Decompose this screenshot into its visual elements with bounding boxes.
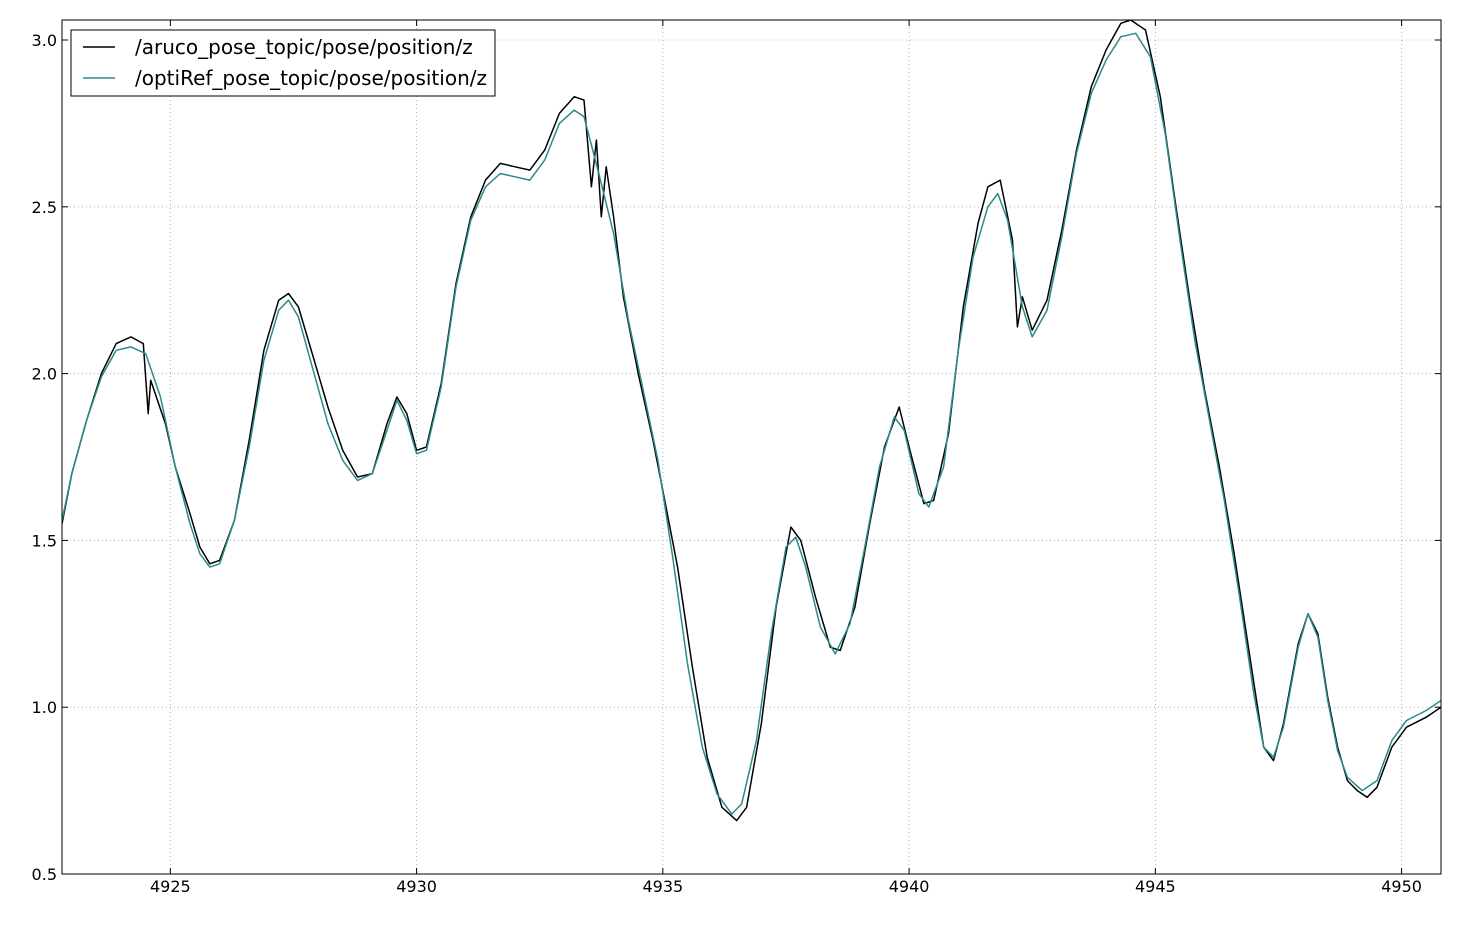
legend-box [70,29,496,97]
plot-frame [61,19,1442,875]
y-tick-label: 2.5 [32,198,57,217]
x-tick-label: 4925 [150,877,191,896]
legend-entry-label: /aruco_pose_topic/pose/position/z [135,35,473,59]
y-tick-label: 3.0 [32,31,57,50]
y-tick-label: 0.5 [32,865,57,884]
x-tick-label: 4935 [642,877,683,896]
y-tick-label: 1.0 [32,698,57,717]
grid [62,20,1441,875]
series-line-1 [62,20,1441,822]
legend-entry-label: /optiRef_pose_topic/pose/position/z [135,66,487,90]
y-tick-label: 2.0 [32,365,57,384]
axis-ticks: 4925 4930 4935 4940 4945 4950 0.5 1.0 1.5 2.0 2.5 3… [32,20,1441,896]
series-lines [62,20,1441,822]
x-tick-label: 4940 [889,877,930,896]
series-line-2 [62,32,1441,815]
x-tick-label: 4945 [1135,877,1176,896]
y-tick-label: 1.5 [32,531,57,550]
legend: /aruco_pose_topic/pose/position/z/optiRe… [70,29,496,97]
x-tick-label: 4950 [1381,877,1422,896]
x-tick-label: 4930 [396,877,437,896]
